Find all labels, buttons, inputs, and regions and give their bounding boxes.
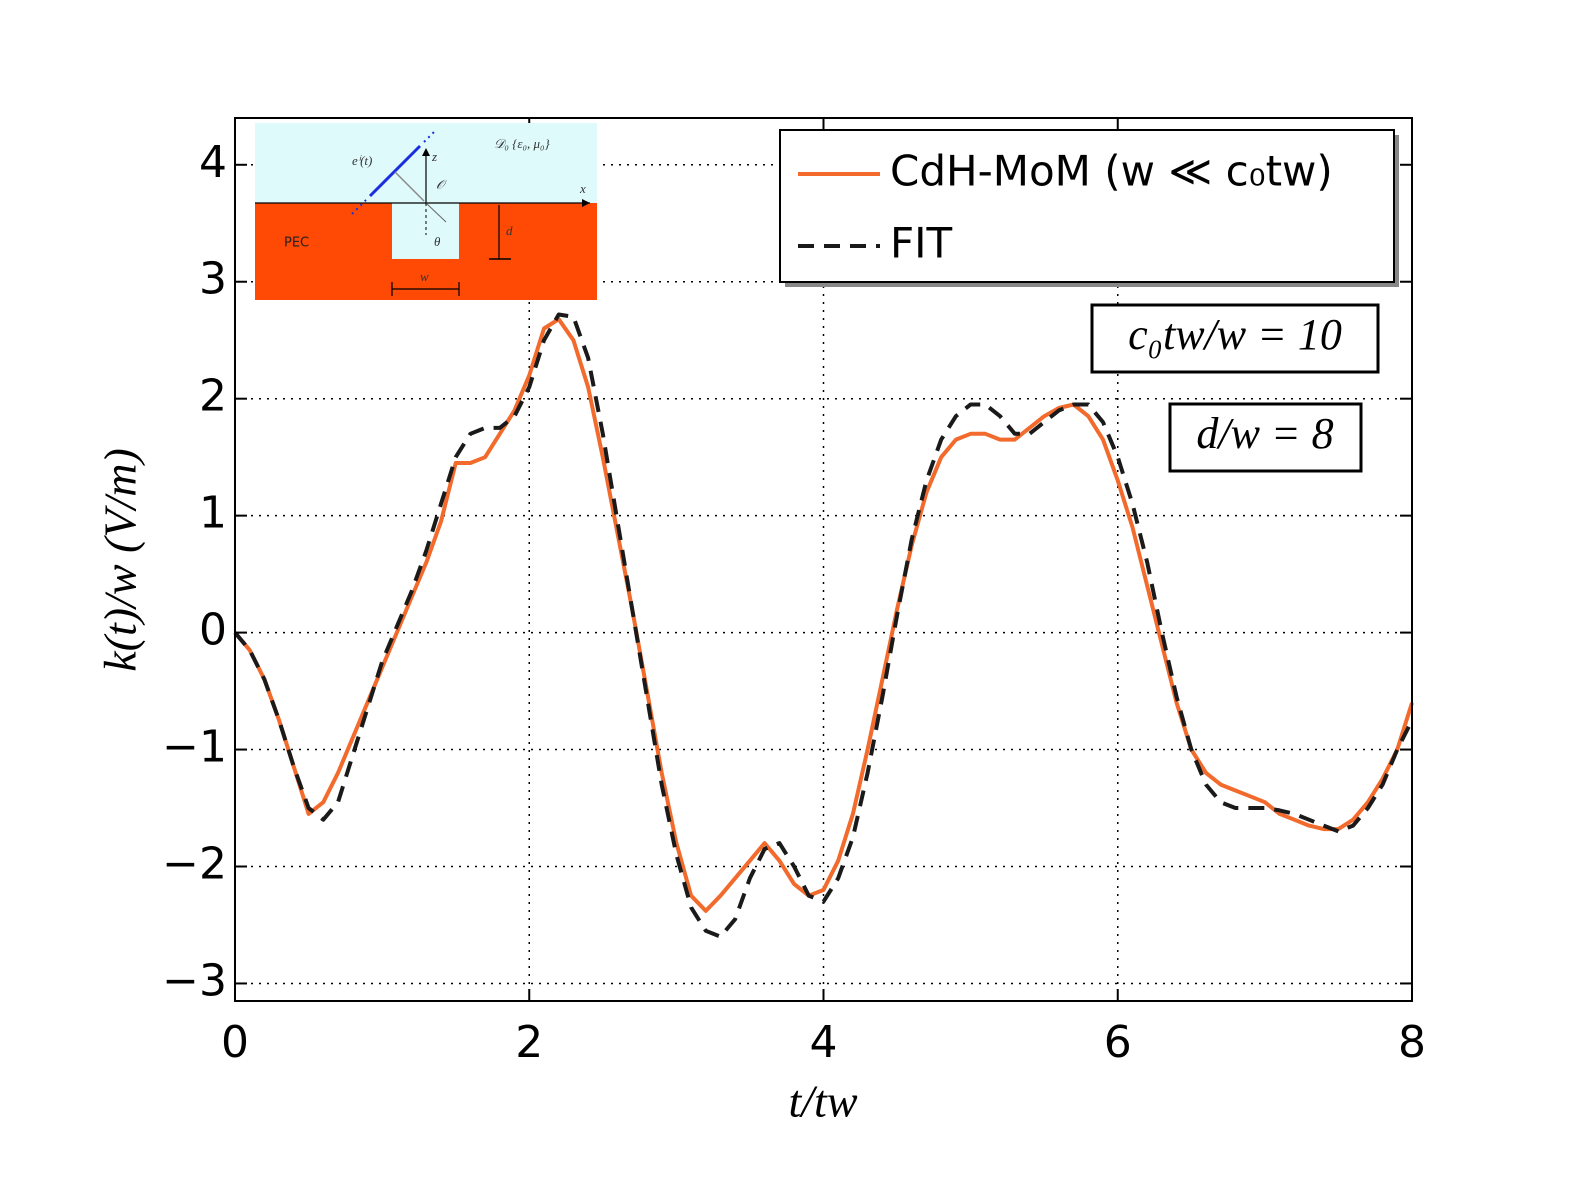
x-tick-label: 0: [221, 1017, 249, 1068]
y-axis-label: k(t)/w (V/m): [95, 448, 146, 672]
legend-label: CdH-MoM (w ≪ c₀tw): [890, 147, 1333, 196]
x-axis-label: t/tw: [788, 1076, 857, 1127]
series-line: [233, 312, 1414, 939]
x-tick-label: 2: [515, 1017, 543, 1068]
x-tick-label: 8: [1398, 1017, 1426, 1068]
annotation-box: c₀tw/w = 10: [1090, 303, 1380, 374]
y-tick-label: 3: [199, 254, 227, 305]
inset-text: w: [420, 269, 429, 284]
y-tick-label: 0: [199, 605, 227, 656]
inset-text: θ: [434, 234, 441, 249]
legend-label: FIT: [890, 219, 953, 268]
annotation-frame: [1168, 402, 1363, 473]
inset-text: 𝒟₀ {ε₀, μ₀}: [494, 136, 551, 151]
legend: CdH-MoM (w ≪ c₀tw) FIT: [779, 129, 1399, 287]
lines: [233, 312, 1414, 939]
y-tick-label: −3: [162, 955, 227, 1006]
inset-ray: [394, 171, 425, 202]
annotation: c₀tw/w = 10: [1128, 310, 1342, 359]
inset-text: d: [506, 223, 513, 238]
x-tick-label: 4: [810, 1017, 838, 1068]
x-tick-label: 6: [1104, 1017, 1132, 1068]
y-tick-label: 4: [199, 137, 227, 188]
inset-normal: [425, 202, 447, 223]
inset-cavity: [392, 203, 459, 259]
inset-wavefront: [368, 144, 422, 198]
inset-text: eⁱ(t): [352, 153, 372, 168]
annotation-frame: [1090, 303, 1380, 374]
legend-box: [779, 129, 1395, 283]
annotation: d/w = 8: [1196, 409, 1333, 458]
ticks: 0 2 4 6 8 −3 −2 −1 0 1 2 3 4: [162, 118, 1426, 1068]
inset-text: x: [579, 181, 586, 196]
series-line: [233, 317, 1414, 913]
inset-arrow: [422, 148, 430, 156]
inset-text: PEC: [284, 236, 309, 251]
inset-arrow: [582, 199, 590, 207]
y-tick-label: −1: [162, 722, 227, 773]
inset-text: z: [431, 149, 437, 164]
y-tick-label: 2: [199, 371, 227, 422]
y-tick-label: −2: [162, 839, 227, 890]
inset: 𝒟₀ {ε₀, μ₀} eⁱ(t) z x 𝒪 PEC d w θ: [255, 123, 597, 300]
annotation-box: d/w = 8: [1168, 402, 1363, 473]
y-tick-label: 1: [199, 488, 227, 539]
